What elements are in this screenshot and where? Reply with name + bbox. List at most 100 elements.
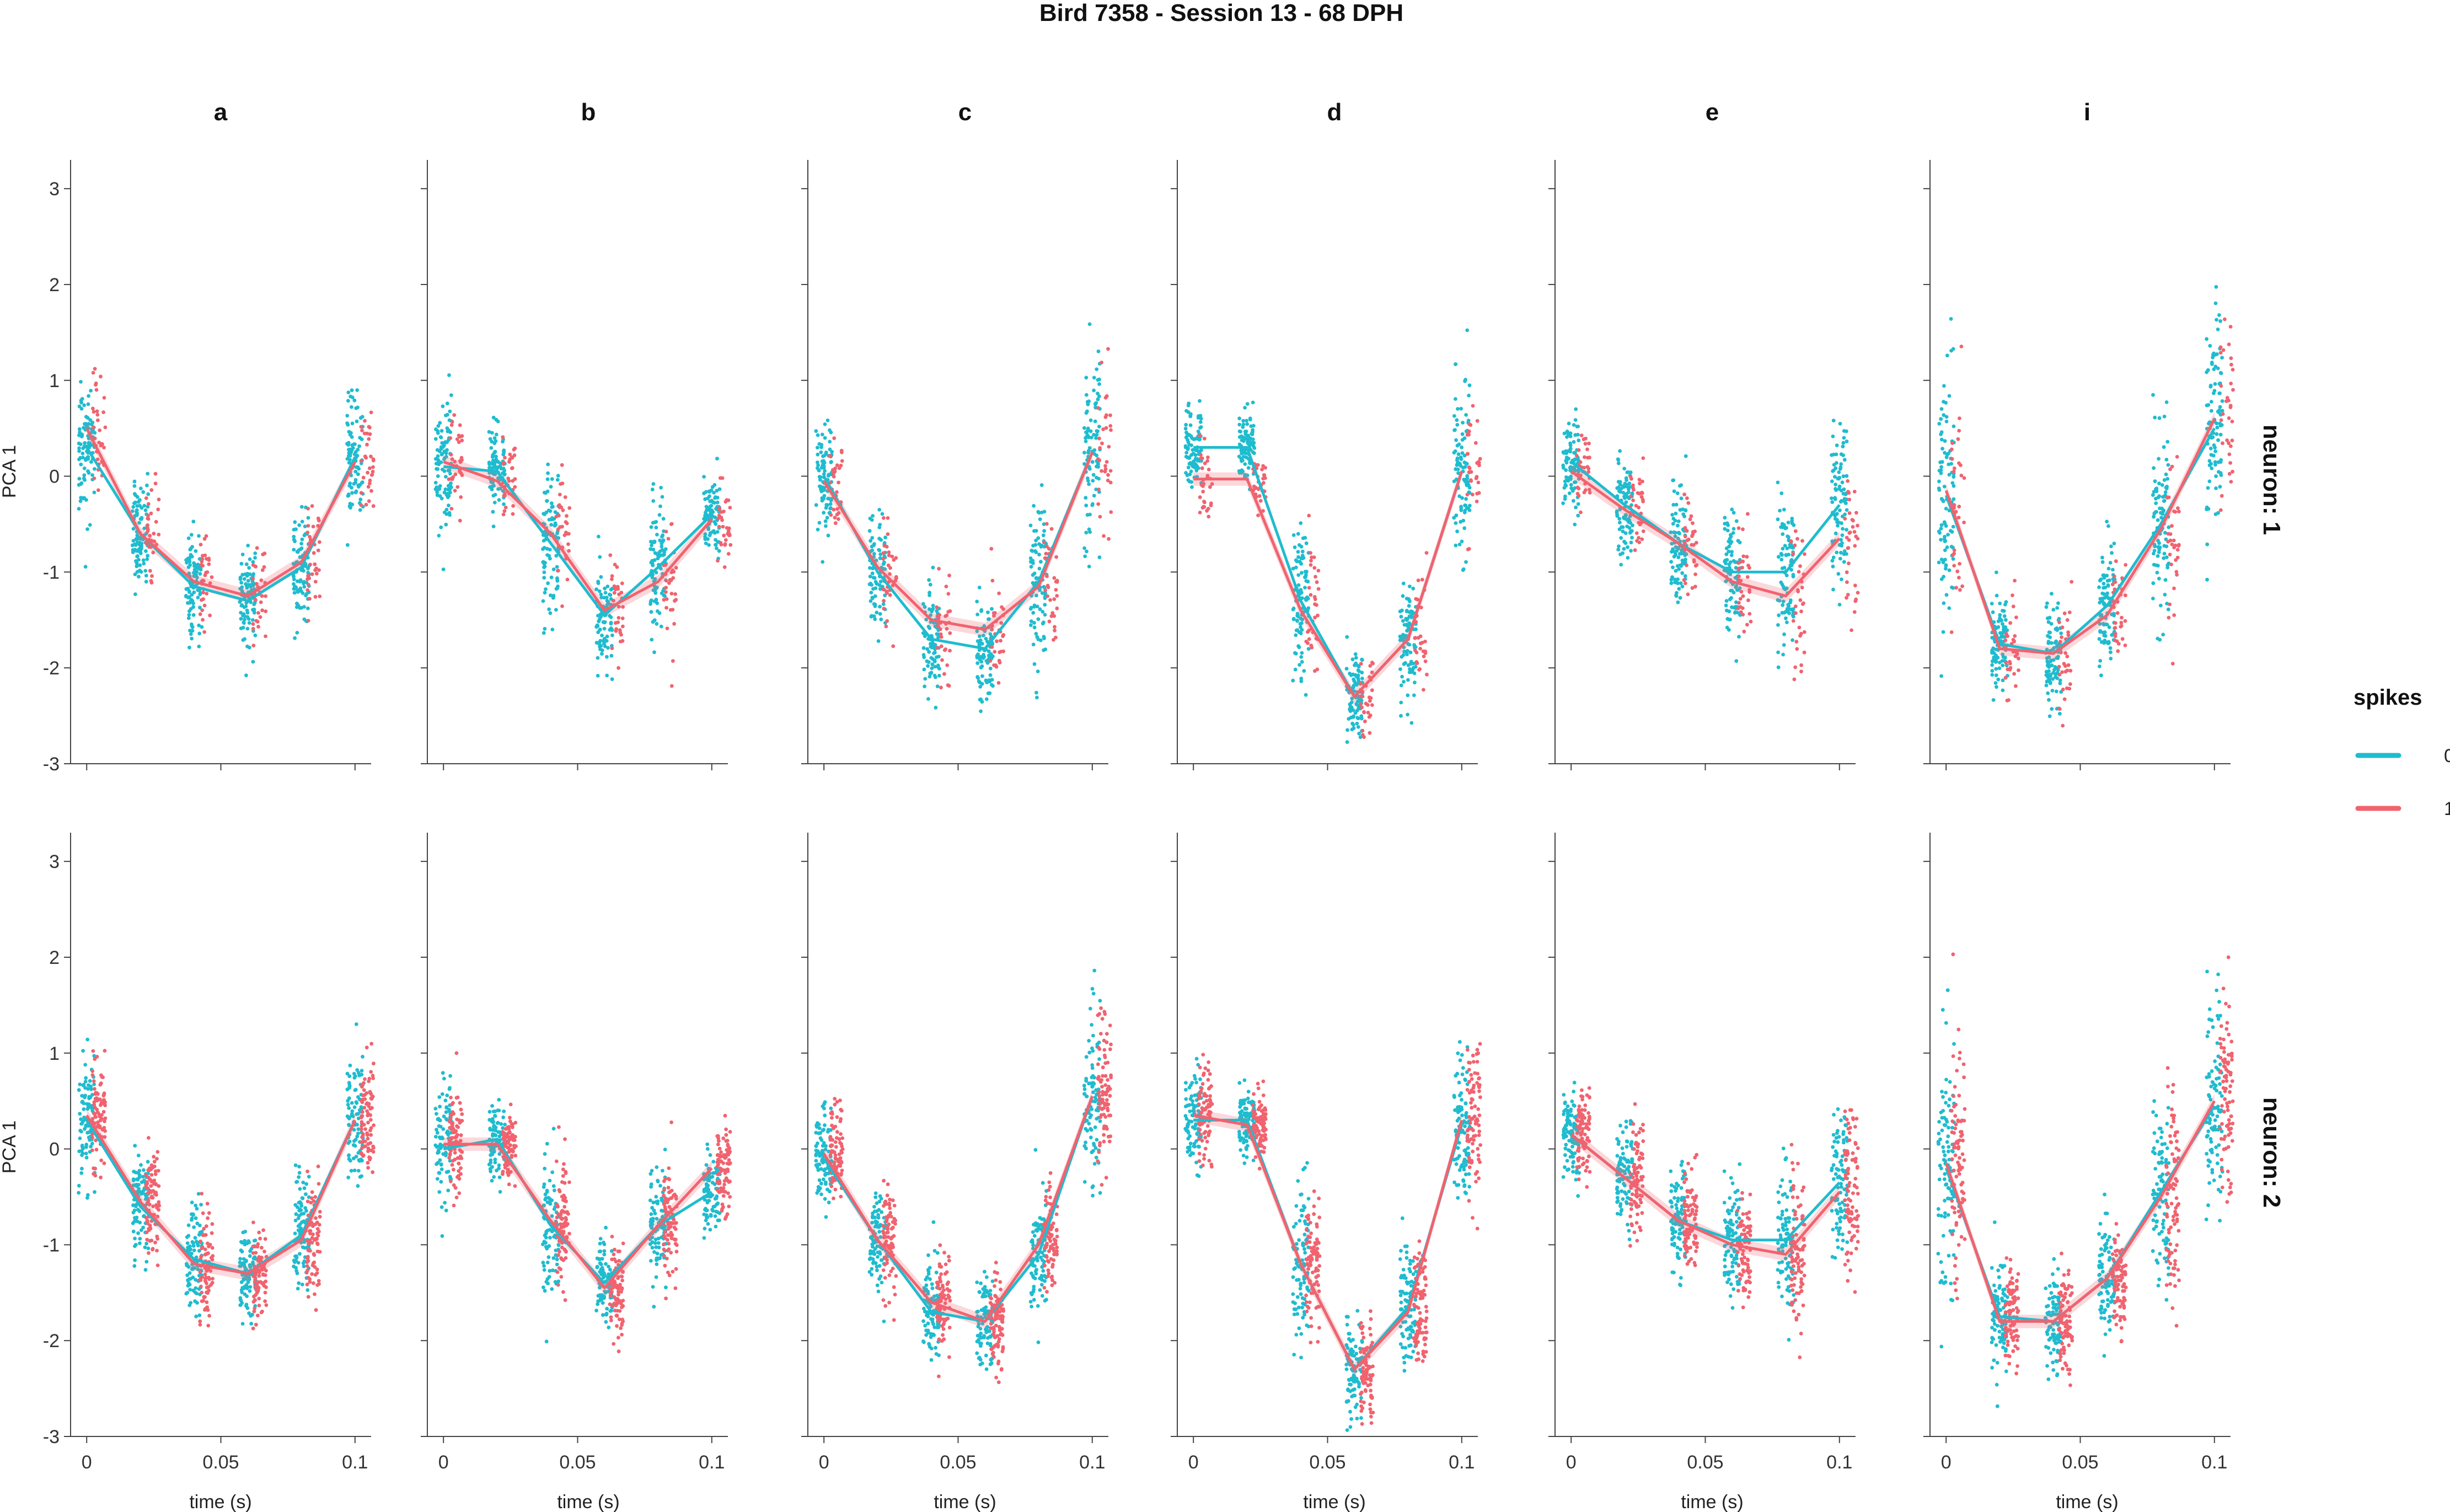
legend: spikes 0 1	[2353, 685, 2450, 819]
point-spikes-0	[1409, 609, 1413, 613]
point-spikes-1	[2227, 416, 2231, 420]
point-spikes-1	[251, 644, 256, 648]
point-spikes-0	[306, 516, 310, 520]
point-spikes-0	[1029, 623, 1033, 628]
point-spikes-1	[1792, 677, 1797, 682]
point-spikes-0	[551, 567, 556, 571]
point-spikes-1	[1360, 728, 1365, 733]
point-spikes-0	[1993, 681, 1998, 685]
point-spikes-0	[1038, 607, 1042, 612]
point-spikes-0	[1460, 451, 1465, 455]
point-spikes-1	[2115, 611, 2120, 615]
point-spikes-1	[511, 512, 515, 516]
point-spikes-1	[448, 436, 453, 440]
point-spikes-0	[1299, 677, 1304, 680]
point-spikes-0	[442, 456, 447, 460]
point-spikes-1	[2223, 317, 2227, 321]
point-spikes-0	[489, 446, 494, 450]
point-spikes-0	[81, 451, 85, 455]
point-spikes-1	[1745, 555, 1749, 559]
point-spikes-0	[240, 572, 245, 577]
point-spikes-1	[98, 428, 102, 432]
point-spikes-0	[1401, 594, 1405, 598]
point-spikes-0	[1294, 633, 1298, 637]
point-spikes-0	[2111, 567, 2115, 572]
point-spikes-0	[546, 471, 550, 475]
point-spikes-0	[2046, 691, 2050, 695]
point-spikes-1	[1950, 457, 1954, 461]
point-spikes-1	[717, 506, 721, 511]
point-spikes-0	[1452, 516, 1456, 520]
point-spikes-1	[884, 624, 888, 629]
point-spikes-0	[77, 449, 81, 453]
point-spikes-0	[921, 646, 926, 650]
point-spikes-1	[258, 615, 262, 619]
point-spikes-1	[1791, 619, 1795, 623]
point-spikes-1	[837, 517, 840, 521]
point-spikes-0	[2164, 544, 2169, 549]
point-spikes-0	[2108, 561, 2113, 565]
point-spikes-1	[1633, 548, 1637, 553]
point-spikes-0	[2046, 634, 2050, 638]
point-spikes-1	[2228, 404, 2233, 408]
point-spikes-0	[597, 534, 601, 539]
point-spikes-0	[1776, 623, 1780, 627]
point-spikes-0	[1947, 462, 1951, 467]
point-spikes-0	[131, 509, 135, 513]
point-spikes-1	[511, 479, 515, 483]
point-spikes-0	[717, 549, 721, 553]
point-spikes-0	[1039, 560, 1043, 564]
point-spikes-1	[1799, 609, 1803, 614]
point-spikes-0	[2160, 512, 2165, 516]
point-spikes-0	[84, 422, 88, 426]
point-spikes-0	[302, 569, 305, 573]
point-spikes-0	[85, 527, 89, 531]
point-spikes-0	[609, 615, 613, 619]
point-spikes-1	[255, 619, 260, 624]
point-spikes-0	[2157, 481, 2161, 486]
point-spikes-0	[1302, 669, 1306, 673]
axis-titles: PCA 1 PCA 1 time (s) time (s) time (s) t…	[0, 445, 2119, 1512]
point-spikes-1	[151, 550, 156, 555]
point-spikes-0	[1460, 445, 1464, 449]
point-spikes-0	[1617, 544, 1621, 549]
point-spikes-0	[702, 475, 706, 479]
point-spikes-0	[1671, 565, 1675, 570]
point-spikes-0	[138, 545, 143, 550]
point-spikes-0	[496, 460, 501, 464]
point-spikes-0	[1840, 577, 1843, 581]
point-spikes-1	[366, 485, 371, 489]
point-spikes-0	[816, 463, 820, 468]
point-spikes-0	[355, 388, 360, 392]
point-spikes-0	[1457, 543, 1462, 546]
point-spikes-1	[1100, 469, 1103, 473]
point-spikes-0	[1251, 400, 1255, 405]
point-spikes-0	[878, 580, 883, 583]
point-spikes-1	[1198, 433, 1202, 438]
point-spikes-0	[545, 477, 550, 481]
point-spikes-1	[1789, 539, 1793, 544]
point-spikes-0	[2109, 657, 2113, 661]
point-spikes-0	[2155, 571, 2159, 575]
point-spikes-0	[144, 573, 148, 578]
point-spikes-0	[1455, 529, 1460, 534]
point-spikes-0	[1400, 655, 1404, 659]
point-spikes-0	[77, 1183, 81, 1188]
point-spikes-0	[239, 604, 244, 608]
point-spikes-0	[1463, 378, 1468, 382]
point-spikes-0	[1617, 489, 1621, 494]
point-spikes-0	[1304, 541, 1309, 545]
point-spikes-1	[1261, 476, 1266, 481]
point-spikes-0	[1776, 517, 1780, 522]
point-spikes-0	[2057, 616, 2061, 621]
fit-line-spikes-1	[85, 427, 357, 598]
point-spikes-0	[247, 621, 251, 625]
point-spikes-1	[149, 488, 154, 492]
point-spikes-1	[1467, 470, 1471, 474]
point-spikes-0	[1096, 378, 1100, 382]
point-spikes-0	[89, 443, 94, 447]
point-spikes-0	[1623, 541, 1628, 545]
point-spikes-0	[299, 541, 303, 546]
point-spikes-0	[360, 437, 364, 441]
chart-title: Bird 7358 - Session 13 - 68 DPH	[1039, 0, 1403, 26]
